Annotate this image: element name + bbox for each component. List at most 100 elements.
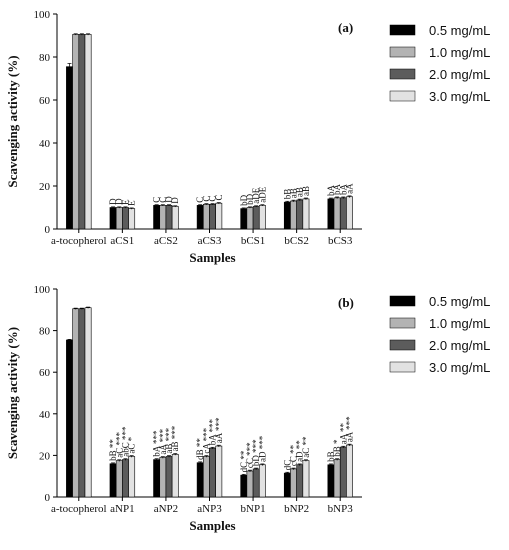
bar: [165, 456, 173, 498]
x-tick-label: bCS3: [328, 235, 353, 247]
x-axis-label: Samples: [189, 250, 235, 265]
significance-label: aD **: [295, 440, 305, 462]
significance-label: aC *: [127, 436, 137, 453]
bar: [240, 208, 248, 230]
x-tick-label: bNP2: [284, 503, 309, 515]
legend-label: 0.5 mg/mL: [429, 23, 490, 38]
legend-label: 1.0 mg/mL: [429, 45, 490, 60]
significance-label: D: [108, 198, 118, 205]
legend-swatch: [389, 295, 416, 307]
x-tick-label: aCS1: [110, 235, 134, 247]
panel-b-chart: 0 20 40 60 80 100 Scavenging activity (%) Sampl…: [5, 284, 490, 533]
bar: [296, 199, 304, 230]
significance-label: D: [114, 198, 124, 205]
bar: [66, 66, 73, 230]
significance-label: C: [208, 196, 218, 202]
bar: [290, 468, 297, 498]
legend-label: 3.0 mg/mL: [429, 360, 490, 375]
x-tick-label: aCS3: [198, 235, 222, 247]
bar: [171, 454, 179, 498]
legend-swatch: [389, 46, 416, 58]
bar: [153, 205, 161, 230]
y-tick-label: 100: [34, 9, 51, 21]
significance-label: bD: [239, 194, 249, 206]
bar: [346, 444, 353, 498]
bar: [84, 307, 92, 498]
significance-label: bB **: [108, 439, 118, 461]
bar: [327, 198, 335, 230]
bar: [209, 203, 216, 230]
legend-swatch: [389, 24, 416, 36]
significance-label: cC ***: [245, 442, 255, 468]
bar: [240, 474, 248, 498]
bar: [246, 470, 254, 498]
significance-label: E: [120, 199, 130, 205]
significance-label: bA: [338, 183, 348, 195]
y-tick-label: 0: [45, 492, 51, 504]
legend-label: 1.0 mg/mL: [429, 316, 490, 331]
bar: [153, 459, 161, 498]
y-tick-label: 0: [45, 224, 51, 236]
bar: [302, 198, 310, 230]
significance-label: bB: [326, 451, 336, 462]
bar: [258, 205, 266, 230]
bar: [327, 464, 335, 498]
y-tick-label: 60: [39, 367, 51, 379]
panel-a-chart: 0 20 40 60 80 100 Scavenging activity (%) Sampl…: [5, 9, 490, 265]
bar: [122, 459, 129, 498]
significance-label: bA ***: [208, 419, 218, 446]
legend-swatch: [389, 90, 416, 102]
significance-label: D: [170, 197, 180, 204]
significance-label: aB: [289, 188, 299, 198]
x-tick-label: bCS2: [284, 235, 308, 247]
x-tick-label: bNP3: [328, 503, 354, 515]
significance-label: bD: [245, 193, 255, 205]
y-tick-label: 20: [39, 450, 51, 462]
x-tick-label: aCS2: [154, 235, 178, 247]
significance-label: aB ***: [170, 425, 180, 451]
bar: [115, 207, 123, 230]
bar: [209, 447, 216, 498]
bar: [215, 202, 223, 230]
bar: [215, 445, 223, 498]
legend-swatch: [389, 361, 416, 373]
significance-label: aC ***: [114, 432, 124, 458]
bar: [246, 207, 254, 230]
significance-label: abC ***: [120, 426, 130, 457]
bar: [290, 200, 297, 230]
bar: [339, 197, 347, 230]
significance-label: C: [158, 197, 168, 203]
bar: [128, 208, 136, 230]
y-tick-label: 80: [39, 326, 51, 338]
bar: [283, 472, 291, 498]
bar: [339, 446, 347, 498]
x-tick-label: aNP1: [110, 503, 134, 515]
bar: [196, 462, 204, 498]
x-tick-label: aNP3: [197, 503, 222, 515]
significance-label: aDE: [251, 187, 261, 203]
bar: [78, 308, 86, 498]
bar: [128, 456, 136, 498]
y-axis-label: Scavenging activity (%): [5, 55, 20, 187]
significance-label: C: [195, 197, 205, 203]
bar: [165, 205, 173, 230]
bar: [72, 308, 80, 498]
bar: [252, 206, 260, 230]
significance-label: bA: [332, 183, 342, 195]
legend-label: 2.0 mg/mL: [429, 67, 490, 82]
bar: [109, 207, 117, 230]
y-tick-label: 60: [39, 95, 51, 107]
bar: [346, 196, 353, 230]
significance-label: aA: [345, 183, 355, 194]
legend-swatch: [389, 339, 416, 351]
bar: [203, 456, 210, 498]
significance-label: aD ***: [257, 435, 267, 462]
bar: [333, 197, 341, 230]
bar: [115, 460, 123, 498]
significance-label: cA ***: [201, 427, 211, 453]
bar: [252, 468, 260, 498]
bar: [203, 203, 210, 230]
significance-label: bD ***: [251, 439, 261, 466]
bar: [78, 34, 86, 230]
bar: [159, 457, 167, 498]
